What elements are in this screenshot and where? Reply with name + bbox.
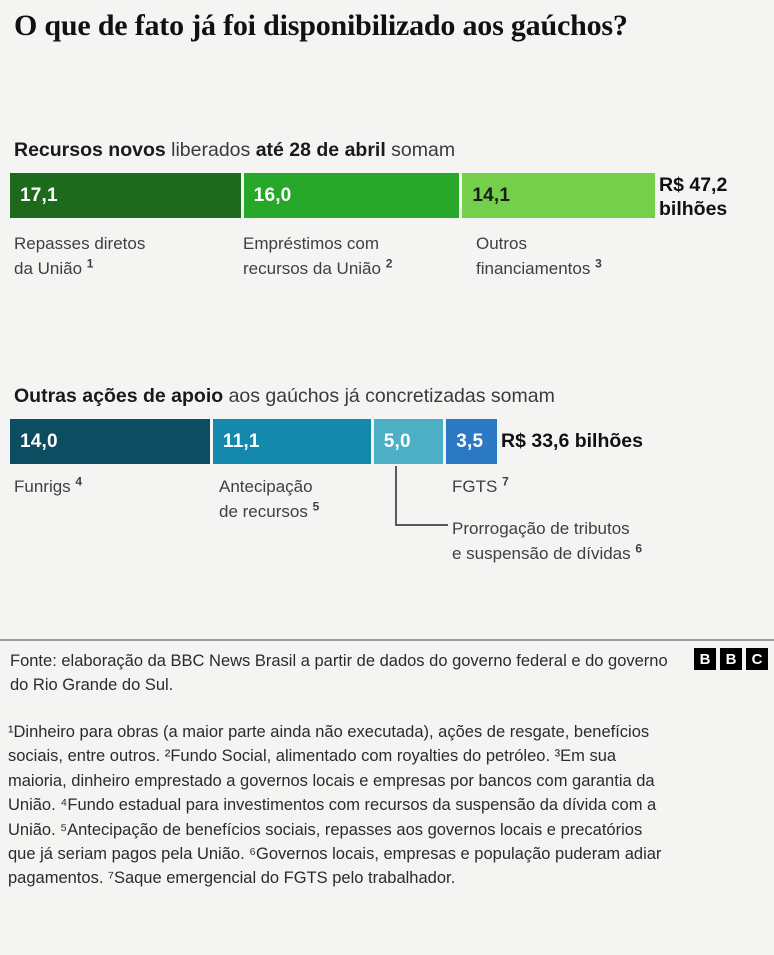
bbc-logo-box-3: C [746, 648, 768, 670]
bar-segment-value: 3,5 [456, 430, 484, 452]
bar-segment-value: 14,1 [472, 184, 511, 206]
footnote-ref: 6 [635, 541, 643, 556]
caption-line-1: Repasses diretos [14, 234, 146, 253]
source-text: Fonte: elaboração da BBC News Brasil a p… [10, 652, 668, 694]
heading-emphasis-1: Recursos novos [14, 139, 166, 161]
bar-segment-outros-financiamentos: 14,1 [462, 173, 655, 218]
bar-segment-value: 5,0 [383, 430, 411, 452]
bar-segment-value: 14,0 [20, 430, 58, 452]
caption-line-1: Funrigs [14, 477, 71, 496]
page-title: O que de fato já foi disponibilizado aos… [14, 9, 628, 42]
leader-line-vertical [395, 466, 397, 526]
footer-divider [0, 639, 774, 641]
stacked-bar-recursos-novos: 17,1 16,0 14,1 [10, 173, 655, 218]
bbc-logo-box-2: B [720, 648, 742, 670]
total-line-2: bilhões [659, 197, 728, 220]
footnote-ref: 3 [595, 256, 602, 271]
footnote-ref: 5 [312, 499, 320, 514]
stacked-bar-outras-acoes: 14,0 11,1 5,0 3,5 [10, 419, 497, 464]
bar-segment-value: 11,1 [222, 430, 260, 452]
heading-plain-2: somam [385, 139, 456, 161]
total-recursos-novos: R$ 47,2 bilhões [659, 174, 774, 222]
caption-outros-financiamentos: Outros financiamentos 3 [476, 231, 686, 281]
caption-repasses-diretos: Repasses diretos da União 1 [14, 231, 229, 281]
footnote-ref: 7 [502, 474, 509, 489]
bar-segment-value: 17,1 [20, 184, 58, 206]
bar-segment-antecipacao: 11,1 [212, 419, 374, 464]
caption-line-1: Prorrogação de tributos [452, 519, 630, 538]
caption-fgts: FGTS 7 [452, 474, 752, 499]
bbc-logo-box-1: B [694, 648, 716, 670]
section-heading-outras-acoes: Outras ações de apoio aos gaúchos já con… [14, 385, 555, 407]
bar-segment-prorrogacao: 5,0 [373, 419, 447, 464]
footnote-ref: 1 [86, 256, 94, 271]
footnotes-text: ¹Dinheiro para obras (a maior parte aind… [8, 723, 662, 888]
caption-line-2: de recursos [219, 502, 308, 522]
bar-segment-value: 16,0 [253, 184, 292, 206]
caption-line-1: Antecipação [219, 477, 313, 496]
bar-segment-funrigs: 14,0 [10, 419, 213, 464]
caption-prorrogacao: Prorrogação de tributos e suspensão de d… [452, 516, 742, 566]
caption-line-2: financiamentos [476, 259, 591, 279]
bar-segment-emprestimos: 16,0 [243, 173, 463, 218]
bbc-logo: B B C [694, 648, 768, 670]
footnote-ref: 4 [75, 474, 83, 489]
heading-plain-1: aos gaúchos já concretizadas somam [223, 385, 555, 407]
caption-funrigs: Funrigs 4 [14, 474, 199, 499]
section-heading-recursos-novos: Recursos novos liberados até 28 de abril… [14, 139, 456, 161]
caption-line-1: Outros [476, 234, 528, 253]
caption-emprestimos: Empréstimos com recursos da União 2 [243, 231, 468, 281]
heading-emphasis-1: Outras ações de apoio [14, 385, 224, 407]
caption-antecipacao: Antecipação de recursos 5 [219, 474, 384, 524]
heading-emphasis-2: até 28 de abril [255, 139, 386, 161]
footnote-ref: 2 [385, 256, 393, 271]
caption-line-2: da União [14, 259, 83, 279]
total-line-1: R$ 47,2 [659, 174, 728, 196]
caption-line-2: recursos da União [243, 259, 381, 279]
total-outras-acoes: R$ 33,6 bilhões [501, 430, 643, 452]
caption-line-1: FGTS [452, 477, 498, 496]
bar-segment-repasses-diretos: 17,1 [10, 173, 244, 218]
caption-line-1: Empréstimos com [243, 234, 380, 253]
heading-plain-1: liberados [165, 139, 256, 161]
bar-segment-fgts: 3,5 [446, 419, 497, 464]
leader-line-horizontal [395, 524, 448, 526]
caption-line-2: e suspensão de dívidas [452, 544, 631, 564]
